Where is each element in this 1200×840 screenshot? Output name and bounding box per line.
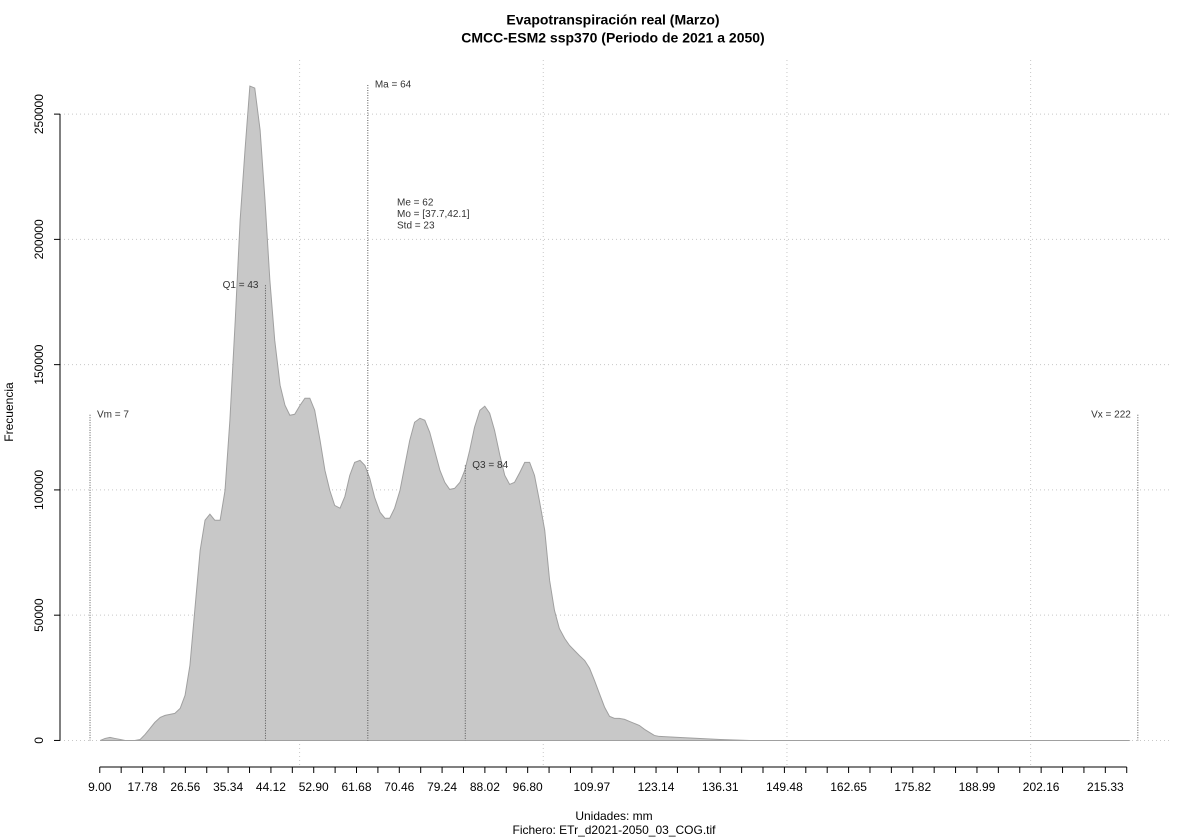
x-tick-label: 44.12: [256, 780, 286, 794]
x-tick-label: 96.80: [513, 780, 543, 794]
x-tick-label: 88.02: [470, 780, 500, 794]
x-tick-label: 9.00: [88, 780, 112, 794]
annotation-label: Vm = 7: [97, 409, 129, 420]
x-tick-label: 35.34: [213, 780, 243, 794]
x-tick-label: 17.78: [128, 780, 158, 794]
y-tick-label: 100000: [32, 470, 46, 510]
x-tick-label: 123.14: [638, 780, 675, 794]
y-tick-label: 250000: [32, 94, 46, 134]
x-tick-label: 175.82: [894, 780, 931, 794]
annotation-label: Ma = 64: [375, 80, 412, 91]
annotation-label: Q3 = 84: [472, 460, 508, 471]
chart-title: Evapotranspiración real (Marzo): [506, 12, 719, 28]
x-tick-label: 188.99: [959, 780, 996, 794]
y-tick-label: 0: [32, 737, 46, 744]
caption: Fichero: ETr_d2021-2050_03_COG.tif: [513, 823, 717, 837]
annotation-label: Q1 = 43: [223, 280, 259, 291]
y-tick-label: 50000: [32, 598, 46, 632]
annotation-label: Vx = 222: [1091, 409, 1131, 420]
x-tick-label: 70.46: [384, 780, 414, 794]
x-tick-label: 26.56: [170, 780, 200, 794]
y-tick-label: 200000: [32, 219, 46, 259]
x-tick-label: 136.31: [702, 780, 739, 794]
x-tick-label: 79.24: [427, 780, 457, 794]
x-tick-label: 215.33: [1087, 780, 1124, 794]
x-tick-label: 109.97: [573, 780, 610, 794]
x-tick-label: 61.68: [341, 780, 371, 794]
stat-label: Me = 62: [397, 198, 434, 209]
y-axis-label: Frecuencia: [2, 382, 16, 442]
y-tick-label: 150000: [32, 344, 46, 384]
x-axis-label: Unidades: mm: [575, 809, 652, 823]
stat-label: Std = 23: [397, 221, 435, 232]
stat-label: Mo = [37.7,42.1]: [397, 209, 470, 220]
x-tick-label: 52.90: [299, 780, 329, 794]
density-area: [100, 85, 1130, 741]
x-tick-label: 162.65: [830, 780, 867, 794]
x-tick-label: 149.48: [766, 780, 803, 794]
chart-subtitle: CMCC-ESM2 ssp370 (Periodo de 2021 a 2050…: [461, 30, 764, 46]
x-tick-label: 202.16: [1023, 780, 1060, 794]
